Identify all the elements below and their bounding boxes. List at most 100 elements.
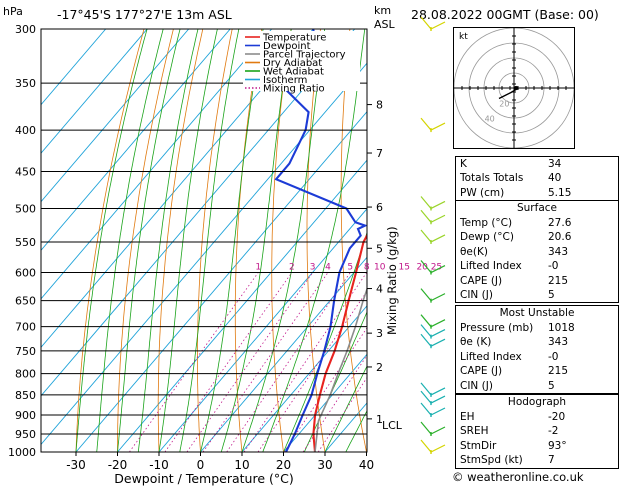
hodograph-trace <box>498 87 519 100</box>
wind-barb <box>430 21 446 30</box>
wind-barb <box>420 229 432 243</box>
wind-barb <box>420 117 432 131</box>
x-tick-label: 20 <box>276 458 291 472</box>
hodo-value: 7 <box>548 454 555 467</box>
km-tick-label: 3 <box>376 327 383 340</box>
mu-key: CIN (J) <box>460 379 493 392</box>
wind-barb <box>430 122 446 131</box>
wind-barb <box>420 209 432 223</box>
pressure-tick-label: 750 <box>15 345 36 358</box>
isotherm-line <box>41 29 231 251</box>
hpa-label: hPa <box>3 5 23 18</box>
mu-row: θe (K) 343 <box>456 335 618 349</box>
wind-barb <box>420 402 432 416</box>
indices-table: K 34 Totals Totals 40 PW (cm) 5.15 <box>455 156 619 202</box>
km-tick-label: 4 <box>376 283 383 296</box>
surface-key: Temp (°C) <box>460 217 513 229</box>
lcl-label: LCL <box>382 419 403 432</box>
mixing-ratio-label: 25 <box>431 263 442 273</box>
index-row: Totals Totals 40 <box>456 171 618 185</box>
dry-adiabat-line <box>157 29 204 452</box>
index-value: 40 <box>548 172 562 185</box>
surface-value: 27.6 <box>548 217 572 229</box>
mu-key: CAPE (J) <box>460 365 503 378</box>
wind-barb <box>430 338 446 347</box>
surface-value: 5 <box>548 288 555 301</box>
pressure-tick-label: 500 <box>15 202 36 215</box>
wind-barb <box>420 421 432 435</box>
pressure-tick-label: 400 <box>15 124 36 137</box>
wet-adiabat-line <box>158 29 218 452</box>
index-value: 34 <box>548 158 562 170</box>
hodograph-unit-label: kt <box>459 32 468 42</box>
mixing-ratio-label: 10 <box>374 263 386 273</box>
mu-row: Pressure (mb) 1018 <box>456 321 618 335</box>
storm-motion-marker <box>514 86 518 90</box>
pressure-tick-label: 350 <box>15 77 36 90</box>
wet-adiabat-line <box>200 29 264 452</box>
x-tick-label: -30 <box>66 458 86 472</box>
wind-barb <box>430 395 446 404</box>
pressure-tick-label: 600 <box>15 267 36 280</box>
mu-key: Pressure (mb) <box>460 322 534 334</box>
wind-barb <box>430 387 446 396</box>
hodograph-ring-label: 20 <box>499 100 509 109</box>
legend-label: Dry Adiabat <box>263 58 322 69</box>
legend-label: Parcel Trajectory <box>263 50 346 61</box>
dry-adiabat-line <box>340 29 367 452</box>
wind-barb <box>430 426 446 435</box>
km-tick-label: 1 <box>376 413 383 426</box>
mu-value: 215 <box>548 365 569 378</box>
surface-value: 20.6 <box>548 231 572 244</box>
mixing-ratio-axis-label: Mixing Ratio (g/kg) <box>385 226 399 335</box>
surface-key: Dewp (°C) <box>460 231 514 244</box>
wind-barb <box>420 382 432 396</box>
wind-barb <box>420 314 432 328</box>
wet-adiabat-line <box>117 29 181 452</box>
mixing-ratio-label: 1 <box>255 263 261 273</box>
x-tick-label: -20 <box>108 458 128 472</box>
isotherm-line <box>41 62 367 446</box>
hodograph-table: Hodograph EH -20 SREH -2 StmDir 93° StmSpd (kt… <box>455 394 619 469</box>
isotherm-line <box>41 29 273 300</box>
index-key: Totals Totals <box>460 172 524 185</box>
hodo-key: SREH <box>460 425 489 438</box>
mu-row: Lifted Index -0 <box>456 350 618 364</box>
wind-barb <box>430 293 446 302</box>
pressure-tick-label: 300 <box>15 23 36 36</box>
wind-barb <box>430 407 446 416</box>
hodo-row: StmDir 93° <box>456 439 618 453</box>
most-unstable-title: Most Unstable <box>499 307 575 319</box>
wind-barb <box>430 264 446 274</box>
isotherm-line <box>75 110 367 452</box>
mixing-ratio-label: 4 <box>325 263 331 273</box>
wind-barb <box>420 16 432 30</box>
mu-value: 5 <box>548 379 555 392</box>
legend-label: Dewpoint <box>263 41 311 52</box>
wind-barb <box>420 288 432 302</box>
hodograph-plot: kt 20 40 <box>453 27 575 149</box>
pressure-tick-label: 450 <box>15 165 36 178</box>
isotherm-line <box>200 256 367 452</box>
x-tick-label: -10 <box>149 458 169 472</box>
mu-value: 1018 <box>548 322 575 334</box>
mixing-ratio-label: 2 <box>289 263 295 273</box>
x-tick-label: 10 <box>234 458 249 472</box>
wind-barb <box>420 439 432 453</box>
x-tick-label: 0 <box>197 458 205 472</box>
x-axis-label: Dewpoint / Temperature (°C) <box>114 471 293 486</box>
mixing-ratio-line <box>283 327 367 452</box>
isotherm-line <box>283 353 367 452</box>
index-key: K <box>460 158 467 170</box>
isotherm-line <box>41 29 148 154</box>
pressure-tick-label: 650 <box>15 295 36 308</box>
mixing-ratio-line <box>243 272 367 452</box>
most-unstable-table: Most Unstable Pressure (mb) 1018 θe (K) 343… <box>455 305 619 394</box>
index-key: PW (cm) <box>460 186 505 199</box>
mu-row: CAPE (J) 215 <box>456 364 618 378</box>
wet-adiabat-line <box>324 365 367 452</box>
pressure-tick-label: 850 <box>15 389 36 402</box>
hodograph-panel: kt 20 40 <box>453 27 575 149</box>
